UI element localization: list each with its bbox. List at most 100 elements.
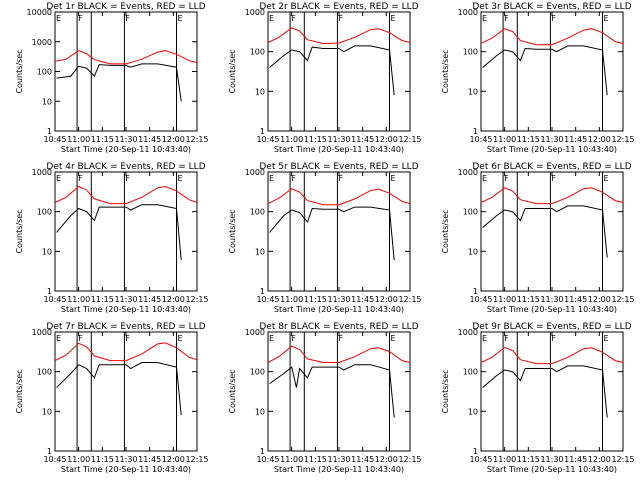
x-tick-label: 11:00 bbox=[67, 295, 90, 304]
x-tick-label: 10:45 bbox=[256, 295, 279, 304]
y-tick-label: 1000 bbox=[245, 168, 265, 177]
y-axis-label: Counts/sec bbox=[228, 209, 237, 253]
y-tick-label: 1 bbox=[47, 447, 52, 456]
x-tick-label: 11:45 bbox=[351, 135, 374, 144]
x-tick-label: 10:45 bbox=[256, 455, 279, 464]
event-marker-label: F bbox=[78, 14, 83, 23]
x-tick-label: 11:00 bbox=[280, 455, 303, 464]
x-tick-label: 12:15 bbox=[611, 135, 634, 144]
event-marker-label: F bbox=[291, 334, 296, 343]
x-tick-label: 11:45 bbox=[138, 135, 161, 144]
plot-title: Det 9r BLACK = Events, RED = LLD bbox=[472, 322, 631, 332]
plot-frame bbox=[480, 11, 624, 132]
x-tick-label: 11:45 bbox=[351, 295, 374, 304]
y-tick-label: 10 bbox=[468, 87, 478, 96]
plot-title: Det 8r BLACK = Events, RED = LLD bbox=[259, 322, 418, 332]
plot-title: Det 5r BLACK = Events, RED = LLD bbox=[259, 162, 418, 172]
x-tick-label: 11:15 bbox=[91, 135, 114, 144]
event-rate-line bbox=[56, 63, 182, 102]
x-tick-label: 10:45 bbox=[256, 135, 279, 144]
y-tick-label: 100 bbox=[250, 48, 265, 57]
lld-rate-line bbox=[267, 27, 411, 45]
x-tick-label: 11:30 bbox=[540, 135, 563, 144]
event-rate-line bbox=[482, 205, 608, 258]
event-marker-label: F bbox=[338, 174, 343, 183]
x-tick-label: 12:00 bbox=[375, 295, 398, 304]
x-tick-label: 10:45 bbox=[43, 295, 66, 304]
x-tick-label: 11:15 bbox=[517, 135, 540, 144]
x-axis-label: Start Time (20-Sep-11 10:43:40) bbox=[274, 465, 404, 474]
event-rate-line bbox=[482, 45, 608, 96]
x-tick-label: 12:15 bbox=[185, 455, 208, 464]
x-tick-label: 12:00 bbox=[375, 455, 398, 464]
x-tick-label: 11:15 bbox=[304, 455, 327, 464]
y-tick-label: 1000 bbox=[245, 8, 265, 17]
y-tick-label: 10 bbox=[468, 247, 478, 256]
y-axis-label: Counts/sec bbox=[15, 369, 24, 413]
y-tick-label: 10000 bbox=[27, 8, 52, 17]
y-axis-label: Counts/sec bbox=[228, 49, 237, 93]
x-tick-label: 12:00 bbox=[375, 135, 398, 144]
x-tick-label: 11:00 bbox=[280, 295, 303, 304]
y-tick-label: 1000 bbox=[32, 168, 52, 177]
x-tick-label: 10:45 bbox=[469, 455, 492, 464]
x-tick-label: 11:15 bbox=[91, 295, 114, 304]
y-tick-label: 100 bbox=[250, 368, 265, 377]
lld-rate-line bbox=[267, 345, 411, 363]
x-tick-label: 11:00 bbox=[493, 135, 516, 144]
x-tick-label: 11:45 bbox=[564, 135, 587, 144]
y-tick-label: 1 bbox=[473, 287, 478, 296]
x-tick-label: 11:30 bbox=[327, 295, 350, 304]
event-marker-label: E bbox=[269, 174, 274, 183]
event-marker-label: F bbox=[78, 174, 83, 183]
event-marker-label: E bbox=[482, 14, 487, 23]
event-marker-label: E bbox=[482, 174, 487, 183]
y-tick-label: 1 bbox=[260, 447, 265, 456]
plot-frame bbox=[267, 171, 411, 292]
event-marker-label: F bbox=[551, 334, 556, 343]
event-marker-label: F bbox=[338, 14, 343, 23]
x-axis-label: Start Time (20-Sep-11 10:43:40) bbox=[274, 305, 404, 314]
lld-rate-line bbox=[54, 342, 198, 362]
event-marker-label: E bbox=[482, 334, 487, 343]
event-rate-line bbox=[269, 364, 395, 418]
lld-rate-line bbox=[267, 188, 411, 206]
x-tick-label: 11:30 bbox=[114, 455, 137, 464]
y-tick-label: 1000 bbox=[458, 168, 478, 177]
event-marker-label: F bbox=[291, 174, 296, 183]
x-tick-label: 12:00 bbox=[588, 295, 611, 304]
plot-title: Det 6r BLACK = Events, RED = LLD bbox=[472, 162, 631, 172]
x-axis-label: Start Time (20-Sep-11 10:43:40) bbox=[61, 305, 191, 314]
y-axis-label: Counts/sec bbox=[441, 209, 450, 253]
x-tick-label: 12:15 bbox=[398, 135, 421, 144]
event-marker-label: E bbox=[56, 14, 61, 23]
x-tick-label: 11:30 bbox=[114, 135, 137, 144]
plot-frame bbox=[54, 171, 198, 292]
y-tick-label: 10 bbox=[42, 407, 52, 416]
y-tick-label: 100 bbox=[250, 208, 265, 217]
x-tick-label: 11:45 bbox=[564, 455, 587, 464]
x-axis-label: Start Time (20-Sep-11 10:43:40) bbox=[61, 465, 191, 474]
y-tick-label: 10 bbox=[255, 247, 265, 256]
event-marker-label: F bbox=[504, 174, 509, 183]
event-marker-label: F bbox=[551, 14, 556, 23]
x-tick-label: 12:15 bbox=[611, 295, 634, 304]
plot-title: Det 4r BLACK = Events, RED = LLD bbox=[46, 162, 205, 172]
y-tick-label: 100 bbox=[463, 48, 478, 57]
x-tick-label: 11:15 bbox=[517, 455, 540, 464]
event-marker-label: F bbox=[125, 174, 130, 183]
event-marker-label: E bbox=[177, 334, 182, 343]
x-tick-label: 10:45 bbox=[469, 295, 492, 304]
y-tick-label: 1000 bbox=[458, 328, 478, 337]
x-axis-label: Start Time (20-Sep-11 10:43:40) bbox=[274, 145, 404, 154]
lld-rate-line bbox=[54, 185, 198, 205]
event-marker-label: E bbox=[56, 174, 61, 183]
event-marker-label: F bbox=[125, 334, 130, 343]
x-tick-label: 11:00 bbox=[67, 135, 90, 144]
y-tick-label: 1000 bbox=[458, 8, 478, 17]
lld-rate-line bbox=[480, 28, 624, 46]
event-marker-label: F bbox=[504, 334, 509, 343]
event-marker-label: E bbox=[390, 334, 395, 343]
event-marker-label: E bbox=[603, 334, 608, 343]
x-tick-label: 11:30 bbox=[327, 455, 350, 464]
